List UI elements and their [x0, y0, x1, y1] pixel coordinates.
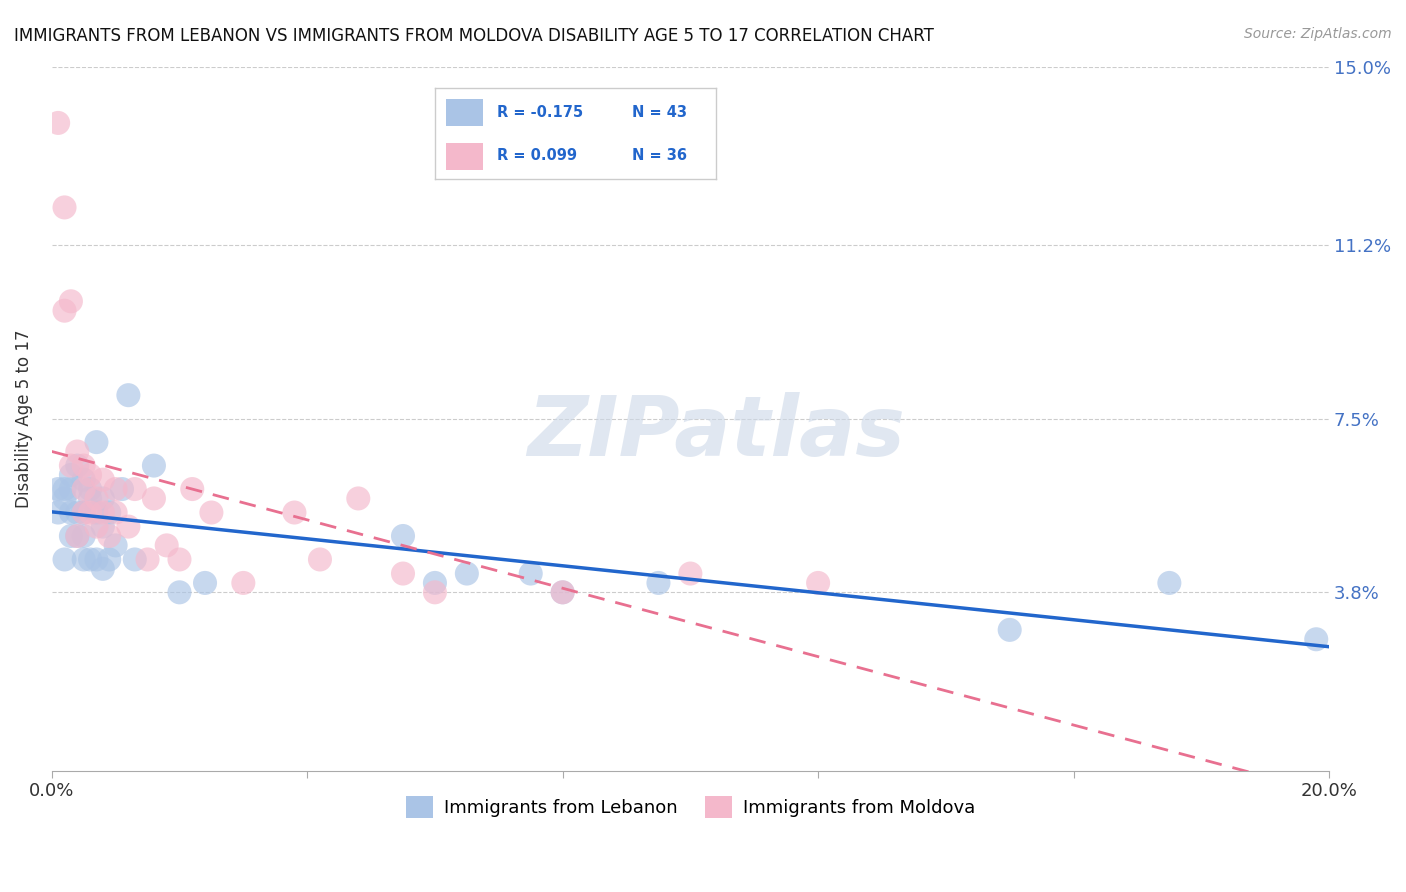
Text: ZIPatlas: ZIPatlas: [527, 392, 905, 474]
Point: [59, 467, 82, 482]
Point: [66, 458, 89, 473]
Point: [73, 482, 96, 496]
Point: [679, 566, 702, 581]
Point: [91, 473, 114, 487]
Point: [73, 506, 96, 520]
Point: [181, 482, 204, 496]
Point: [59, 294, 82, 309]
Point: [86, 552, 108, 566]
Point: [66, 444, 89, 458]
Point: [232, 576, 254, 591]
Point: [156, 538, 179, 552]
Point: [142, 491, 165, 506]
Point: [79, 506, 101, 520]
Point: [998, 623, 1021, 637]
Point: [86, 491, 108, 506]
Point: [104, 506, 127, 520]
Point: [117, 519, 139, 533]
Point: [200, 506, 222, 520]
Point: [46, 506, 69, 520]
Point: [79, 552, 101, 566]
Point: [66, 529, 89, 543]
Point: [53, 303, 76, 318]
Point: [104, 538, 127, 552]
Point: [53, 482, 76, 496]
Legend: Immigrants from Lebanon, Immigrants from Moldova: Immigrants from Lebanon, Immigrants from…: [399, 789, 981, 825]
Point: [73, 529, 96, 543]
Point: [46, 116, 69, 130]
Point: [647, 576, 669, 591]
Point: [117, 388, 139, 402]
Point: [104, 482, 127, 496]
Point: [59, 482, 82, 496]
Y-axis label: Disability Age 5 to 17: Disability Age 5 to 17: [15, 329, 32, 508]
Point: [91, 519, 114, 533]
Point: [169, 552, 191, 566]
Point: [98, 552, 121, 566]
Point: [1305, 632, 1327, 647]
Point: [73, 506, 96, 520]
Point: [86, 435, 108, 450]
Point: [456, 566, 478, 581]
Point: [53, 552, 76, 566]
Point: [283, 506, 305, 520]
Point: [73, 458, 96, 473]
Point: [91, 506, 114, 520]
Point: [79, 467, 101, 482]
Point: [59, 506, 82, 520]
Point: [551, 585, 574, 599]
Point: [98, 506, 121, 520]
Point: [551, 585, 574, 599]
Point: [142, 458, 165, 473]
Point: [86, 519, 108, 533]
Point: [91, 562, 114, 576]
Point: [66, 506, 89, 520]
Point: [73, 552, 96, 566]
Point: [807, 576, 830, 591]
Point: [392, 529, 415, 543]
Point: [79, 482, 101, 496]
Point: [91, 491, 114, 506]
Point: [309, 552, 332, 566]
Point: [53, 491, 76, 506]
Point: [169, 585, 191, 599]
Point: [136, 552, 159, 566]
Point: [124, 482, 146, 496]
Point: [46, 482, 69, 496]
Text: Source: ZipAtlas.com: Source: ZipAtlas.com: [1244, 27, 1392, 41]
Point: [73, 473, 96, 487]
Point: [59, 458, 82, 473]
Point: [423, 585, 446, 599]
Text: IMMIGRANTS FROM LEBANON VS IMMIGRANTS FROM MOLDOVA DISABILITY AGE 5 TO 17 CORREL: IMMIGRANTS FROM LEBANON VS IMMIGRANTS FR…: [14, 27, 934, 45]
Point: [392, 566, 415, 581]
Point: [194, 576, 217, 591]
Point: [347, 491, 370, 506]
Point: [53, 201, 76, 215]
Point: [98, 529, 121, 543]
Point: [111, 482, 134, 496]
Point: [423, 576, 446, 591]
Point: [124, 552, 146, 566]
Point: [59, 529, 82, 543]
Point: [1159, 576, 1181, 591]
Point: [86, 506, 108, 520]
Point: [519, 566, 541, 581]
Point: [79, 491, 101, 506]
Point: [66, 529, 89, 543]
